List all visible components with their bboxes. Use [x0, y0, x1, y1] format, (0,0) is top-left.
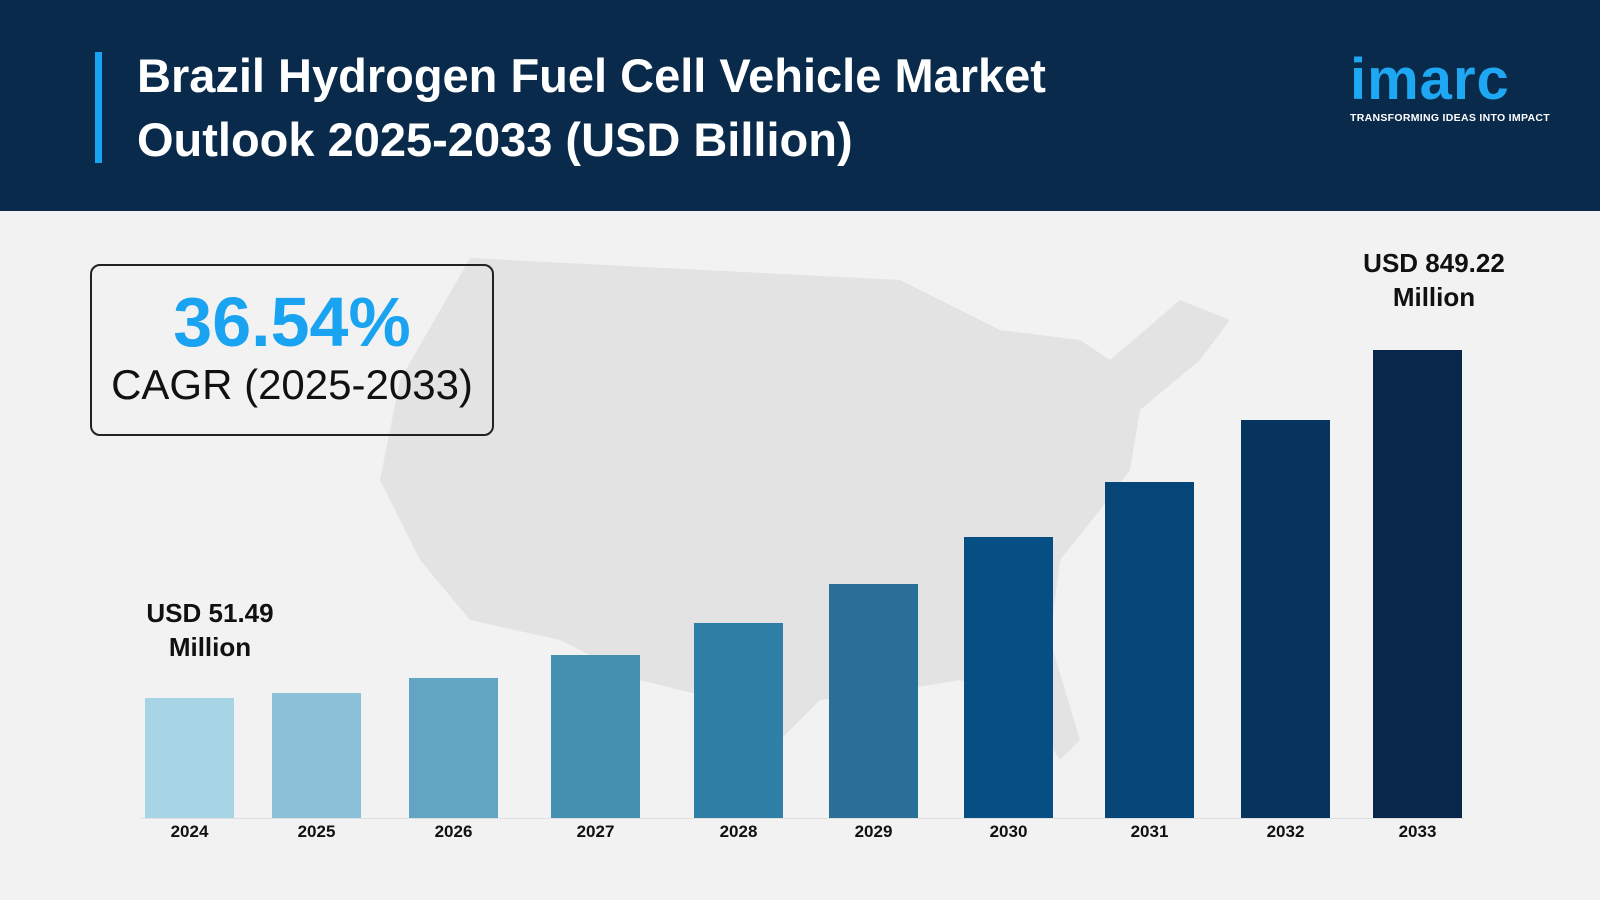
data-label-2033: USD 849.22 Million	[1324, 246, 1544, 314]
imarc-logo: imarc TRANSFORMING IDEAS INTO IMPACT	[1350, 47, 1550, 125]
data-label-2024-value: USD 51.49	[146, 598, 274, 628]
cagr-value: 36.54%	[173, 283, 411, 361]
x-tick-2027: 2027	[576, 822, 615, 841]
bar-2028	[694, 623, 783, 818]
logo-wordmark: imarc	[1350, 47, 1510, 112]
x-tick-2030: 2030	[989, 822, 1028, 841]
data-label-2024: USD 51.49 Million	[100, 596, 320, 664]
data-label-2024-unit: Million	[168, 632, 252, 662]
bar-2027	[551, 654, 640, 818]
x-tick-2028: 2028	[719, 822, 758, 841]
cagr-box: 36.54% CAGR (2025-2033)	[90, 264, 494, 436]
x-tick-2032: 2032	[1266, 822, 1305, 841]
title-line-1: Brazil Hydrogen Fuel Cell Vehicle Market	[137, 49, 1046, 102]
bar-2032	[1241, 419, 1330, 818]
bar-2031	[1105, 482, 1194, 818]
title-line-2: Outlook 2025-2033 (USD Billion)	[137, 113, 853, 166]
header-banner: Brazil Hydrogen Fuel Cell Vehicle Market…	[0, 0, 1600, 211]
data-label-2033-value: USD 849.22	[1363, 248, 1505, 278]
bar-2026	[409, 678, 498, 818]
cagr-label: CAGR (2025-2033)	[111, 361, 473, 408]
x-tick-2024: 2024	[170, 822, 209, 841]
bar-2033	[1373, 350, 1462, 818]
x-tick-2025: 2025	[297, 822, 336, 841]
x-axis-baseline	[140, 818, 1465, 819]
bar-2030	[964, 536, 1053, 818]
x-tick-2026: 2026	[434, 822, 473, 841]
accent-bar	[95, 52, 102, 163]
x-tick-2031: 2031	[1130, 822, 1169, 841]
bar-2029	[829, 584, 918, 818]
bar-2024	[145, 698, 234, 818]
bar-2025	[272, 692, 361, 818]
logo-tagline: TRANSFORMING IDEAS INTO IMPACT	[1350, 112, 1550, 124]
x-tick-2033: 2033	[1398, 822, 1437, 841]
data-label-2033-unit: Million	[1392, 282, 1476, 312]
x-tick-2029: 2029	[854, 822, 893, 841]
page-title: Brazil Hydrogen Fuel Cell Vehicle Market…	[137, 44, 1137, 172]
